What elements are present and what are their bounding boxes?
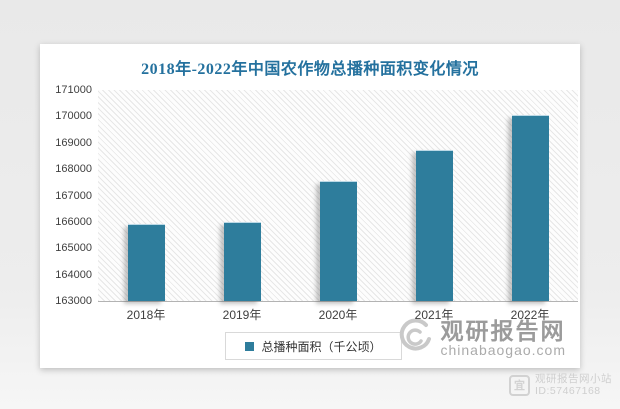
guanyan-spiral-logo-icon: [396, 317, 434, 360]
x-axis-tick-label: 2020年: [318, 308, 358, 322]
x-axis-tick-label: 2019年: [222, 308, 262, 322]
bar-2019年: [223, 222, 261, 301]
legend: 总播种面积（千公顷）: [225, 332, 402, 360]
bar-2018年: [127, 223, 165, 301]
bar-2020年: [319, 181, 357, 301]
y-axis-tick-label: 170000: [55, 110, 92, 123]
y-axis-tick-label: 163000: [55, 295, 92, 307]
plot-area: [98, 90, 578, 302]
badge-site-id: ID:57467168: [535, 385, 601, 398]
x-axis-tick-label: 2021年: [414, 308, 454, 322]
legend-label: 总播种面积（千公顷）: [261, 339, 382, 354]
watermark-site-url: chinabaogao.com: [440, 342, 566, 359]
badge-site-name: 观研报告网小站: [535, 373, 612, 385]
x-axis-tick-label: 2018年: [126, 308, 166, 322]
watermark-text: 观研报告网 chinabaogao.com: [440, 319, 566, 358]
y-axis-tick-label: 165000: [55, 242, 92, 255]
watermark: 观研报告网 chinabaogao.com: [396, 317, 566, 360]
site-id-badge: 宜 观研报告网小站 ID:57467168: [509, 373, 612, 397]
watermark-site-name: 观研报告网: [440, 318, 566, 345]
y-axis-tick-label: 166000: [55, 215, 92, 228]
y-axis-tick-label: 171000: [55, 84, 92, 96]
y-axis-tick-label: 164000: [55, 268, 92, 281]
guanyan-seal-icon: 宜: [509, 374, 530, 396]
legend-marker-icon: [245, 341, 255, 351]
bar-2021年: [415, 149, 453, 301]
badge-text: 观研报告网小站 ID:57467168: [535, 373, 612, 397]
y-axis-tick-label: 167000: [55, 189, 92, 202]
bar-2022年: [511, 115, 549, 301]
y-axis-tick-label: 168000: [55, 163, 92, 176]
chart-card: 2018年-2022年中国农作物总播种面积变化情况 总播种面积（千公顷） 观研报…: [40, 44, 580, 368]
chart-title: 2018年-2022年中国农作物总播种面积变化情况: [141, 61, 479, 78]
y-axis-tick-label: 169000: [55, 136, 92, 149]
x-axis-tick-label: 2022年: [510, 308, 550, 322]
